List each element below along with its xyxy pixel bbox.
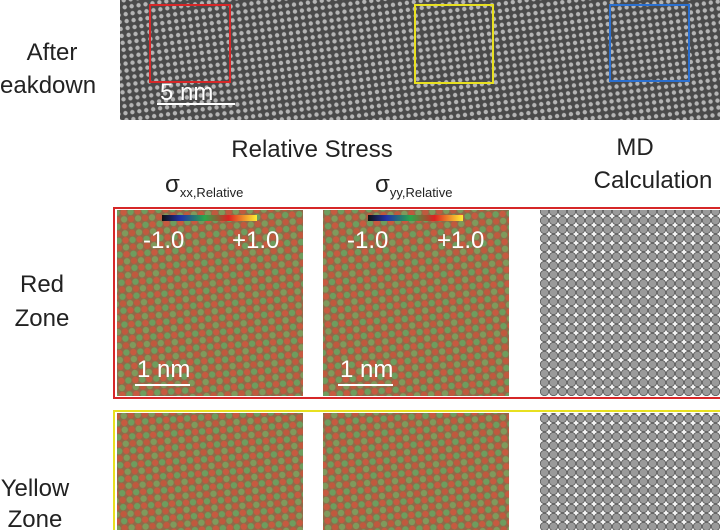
md-image (540, 210, 720, 396)
stress-map (117, 210, 303, 396)
colorbar-max: +1.0 (437, 227, 484, 254)
blue-box (609, 4, 690, 82)
scale-label: 1 nm (340, 356, 393, 383)
row-label: Red (20, 271, 64, 298)
row-label: eakdown (0, 72, 96, 99)
colorbar-max: +1.0 (232, 227, 279, 254)
sigma-yy: σyy,Relative (375, 171, 452, 200)
colorbar-min: -1.0 (347, 227, 388, 254)
row-label: After (27, 39, 78, 66)
yellow-frame (113, 410, 720, 530)
colorbar-min: -1.0 (143, 227, 184, 254)
row-label: Yellow (1, 475, 70, 502)
scale-label: 1 nm (137, 356, 190, 383)
header: Relative Stress (231, 136, 392, 163)
yellow-box (414, 4, 494, 84)
red-box (149, 4, 231, 83)
header: Calculation (594, 167, 713, 194)
stress-map (323, 413, 509, 530)
md-image (540, 413, 720, 530)
row-label: Zone (8, 506, 63, 530)
red-frame (113, 207, 720, 399)
stress-map (323, 210, 509, 396)
colorbar (162, 215, 257, 221)
row-label: Zone (15, 305, 70, 332)
tem-image (120, 0, 720, 120)
colorbar (368, 215, 463, 221)
sigma-xx: σxx,Relative (165, 171, 243, 200)
stress-map (117, 413, 303, 530)
scale-label: 5 nm (160, 79, 213, 106)
header: MD (616, 134, 653, 161)
